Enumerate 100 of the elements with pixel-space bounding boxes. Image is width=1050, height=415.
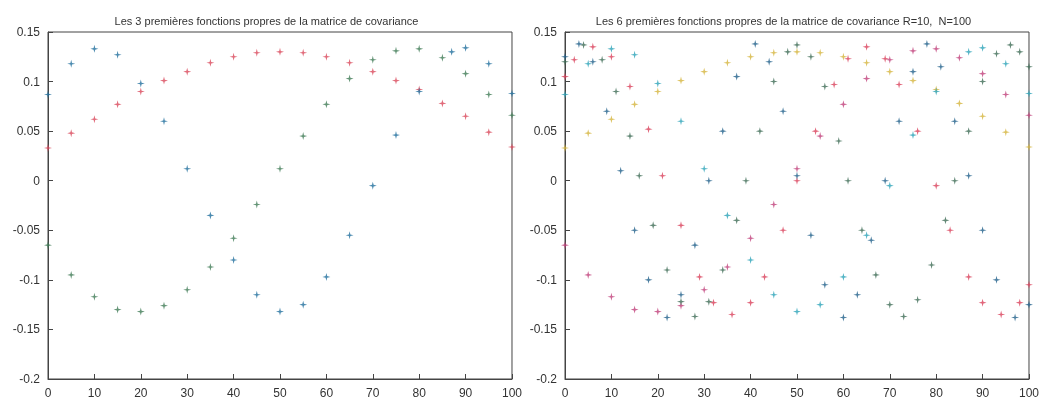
x-tick-label: 0 (44, 386, 52, 400)
point (690, 312, 699, 321)
point (275, 47, 284, 56)
x-tick-label: 0 (561, 386, 569, 400)
point (136, 79, 145, 88)
point (160, 301, 168, 310)
point (299, 48, 308, 57)
point (625, 132, 634, 141)
x-tick-label: 60 (836, 386, 851, 400)
point (561, 72, 569, 81)
point (438, 99, 447, 108)
point (653, 307, 662, 316)
point (844, 54, 853, 63)
point (507, 89, 516, 98)
point (588, 42, 597, 51)
point (183, 285, 192, 294)
point (913, 295, 922, 304)
point (932, 181, 941, 190)
x-tick-label: 60 (319, 386, 334, 400)
point (769, 77, 778, 86)
point (700, 67, 709, 76)
point (964, 272, 973, 281)
point (728, 310, 737, 319)
point (561, 241, 569, 250)
point (839, 272, 848, 281)
point (746, 234, 755, 243)
point (881, 176, 890, 185)
point (932, 44, 941, 53)
point (635, 171, 644, 180)
point (779, 226, 788, 235)
point (885, 300, 894, 309)
point (1024, 89, 1033, 98)
point (908, 46, 917, 55)
point (677, 221, 685, 230)
point (792, 47, 801, 56)
point (644, 275, 653, 284)
point (732, 72, 741, 81)
point (792, 40, 801, 49)
point (755, 127, 764, 136)
point (630, 305, 639, 314)
point (978, 69, 987, 78)
point (368, 181, 377, 190)
point (769, 200, 778, 209)
point (677, 117, 685, 126)
point (461, 112, 470, 121)
point (839, 313, 848, 322)
point (507, 111, 516, 120)
point (607, 52, 616, 61)
point (1006, 40, 1015, 49)
y-tick-label: -0.15 (529, 322, 558, 337)
point (1015, 47, 1024, 56)
point (997, 310, 1006, 319)
point (690, 241, 699, 250)
point (607, 115, 616, 124)
point (677, 297, 685, 306)
point (275, 307, 284, 316)
point (322, 272, 331, 281)
point (978, 298, 987, 307)
point (927, 260, 936, 269)
point (322, 52, 331, 61)
point (1011, 313, 1020, 322)
point (368, 67, 377, 76)
point (700, 164, 709, 173)
point (136, 87, 145, 96)
point (252, 290, 261, 299)
y-tick-label: 0.1 (540, 74, 558, 89)
y-tick-label: 0.15 (16, 25, 41, 39)
x-tick-label: 70 (883, 386, 897, 400)
point (955, 99, 964, 108)
point (574, 39, 583, 48)
point (570, 55, 579, 64)
point (484, 128, 493, 137)
point (461, 69, 470, 78)
x-tick-label: 20 (134, 386, 148, 400)
point (862, 231, 871, 240)
point (113, 305, 122, 314)
point (44, 144, 52, 152)
point (625, 82, 634, 91)
x-tick-label: 30 (697, 386, 712, 400)
point (992, 49, 1001, 58)
point (885, 55, 894, 64)
point (677, 301, 685, 310)
point (862, 74, 871, 83)
point (723, 211, 732, 220)
point (299, 300, 308, 309)
point (751, 39, 760, 48)
point (700, 285, 709, 294)
point (946, 226, 955, 235)
point (206, 211, 215, 220)
point (507, 143, 516, 152)
point (229, 234, 238, 243)
point (183, 67, 192, 76)
point (792, 176, 801, 185)
point (484, 90, 493, 99)
point (978, 226, 987, 235)
x-tick-label: 10 (604, 386, 619, 400)
point (978, 43, 987, 52)
point (299, 132, 308, 141)
x-tick-label: 20 (651, 386, 665, 400)
point (677, 290, 685, 299)
